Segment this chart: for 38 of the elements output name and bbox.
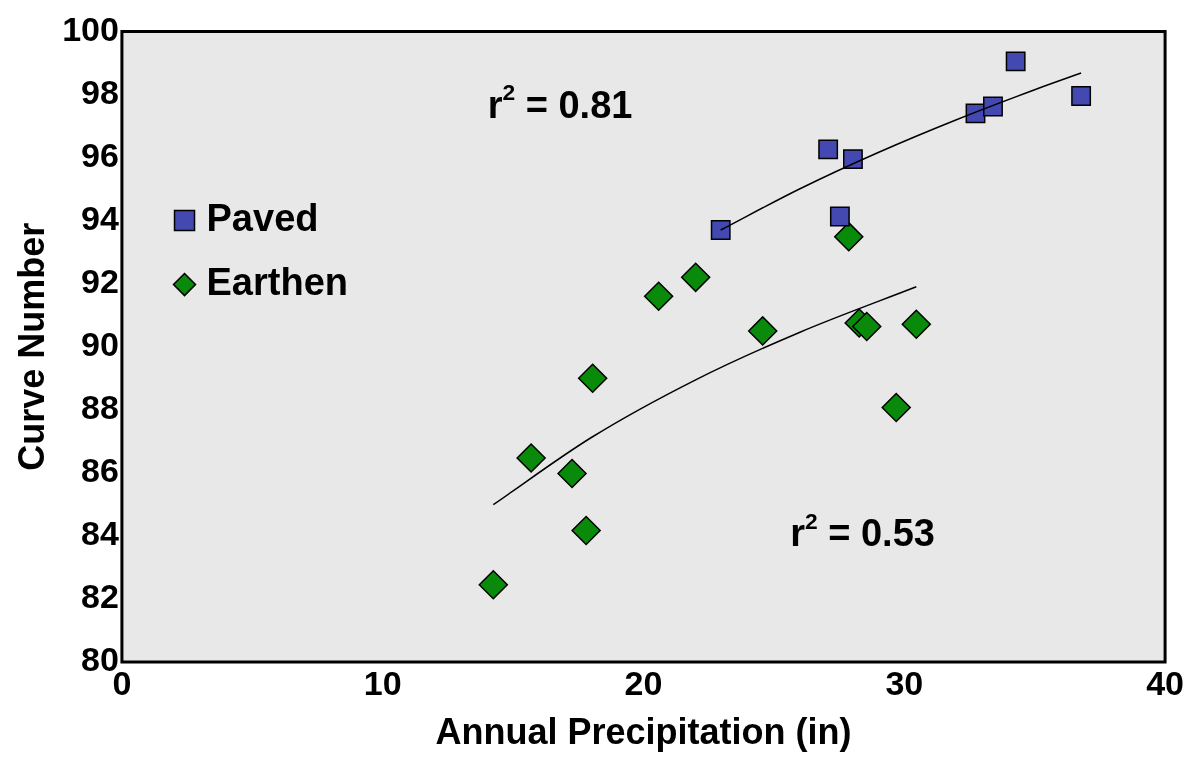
line-series bbox=[492, 286, 918, 506]
x-axis-title: Annual Precipitation (in) bbox=[435, 711, 852, 753]
point bbox=[680, 262, 711, 293]
x-tick-label: 30 bbox=[885, 663, 924, 702]
y-tick-label: 98 bbox=[81, 72, 119, 111]
y-tick-label: 94 bbox=[81, 198, 120, 237]
y-tick-label: 96 bbox=[81, 135, 119, 174]
y-tick-label: 88 bbox=[81, 388, 119, 427]
x-tick-label: 40 bbox=[1146, 663, 1184, 702]
point bbox=[571, 515, 601, 546]
point bbox=[842, 149, 863, 170]
y-tick-label: 84 bbox=[81, 514, 120, 553]
point bbox=[478, 570, 509, 600]
legend-label: Paved bbox=[206, 197, 319, 240]
point bbox=[834, 221, 864, 252]
point bbox=[829, 206, 850, 227]
point bbox=[710, 220, 731, 240]
y-tick-label: 100 bbox=[62, 9, 119, 48]
point bbox=[983, 96, 1003, 117]
point bbox=[852, 311, 882, 342]
x-tick-label: 20 bbox=[624, 663, 663, 702]
point bbox=[747, 316, 778, 346]
point bbox=[557, 458, 587, 489]
point bbox=[818, 139, 839, 160]
x-tick-label: 10 bbox=[363, 663, 402, 702]
point bbox=[516, 443, 546, 473]
y-tick-label: 86 bbox=[81, 451, 119, 490]
point bbox=[643, 281, 674, 311]
y-tick-label: 82 bbox=[81, 577, 119, 616]
legend-label: Earthen bbox=[206, 261, 348, 304]
point bbox=[881, 392, 911, 423]
point bbox=[577, 363, 608, 393]
point bbox=[1071, 86, 1092, 106]
y-tick-label: 90 bbox=[81, 325, 119, 364]
point bbox=[901, 309, 932, 340]
point bbox=[1005, 51, 1026, 72]
y-axis-title: Curve Number bbox=[10, 222, 52, 471]
y-tick-label: 92 bbox=[81, 262, 119, 301]
